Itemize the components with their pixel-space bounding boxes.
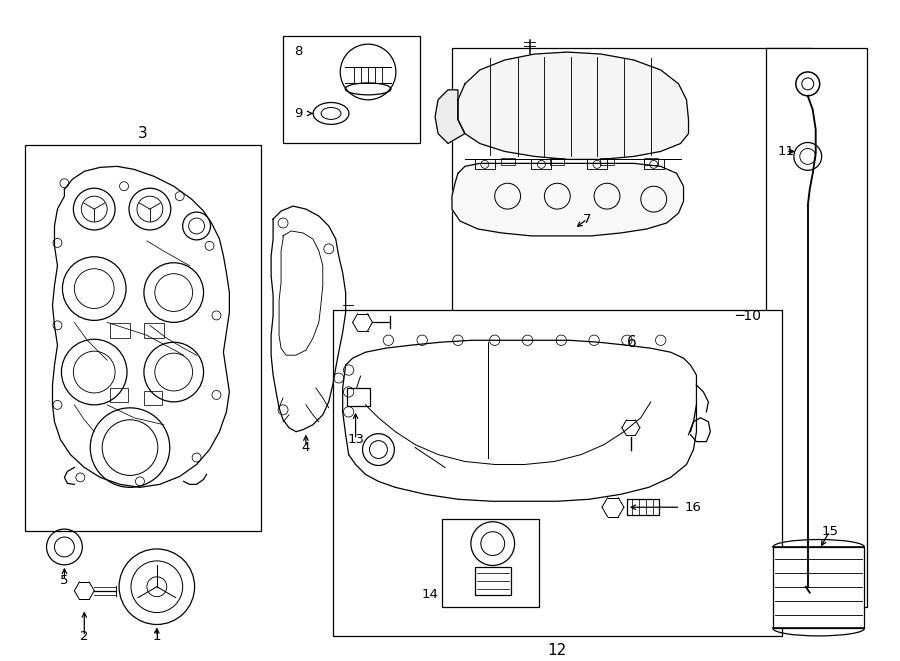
- Text: 14: 14: [422, 588, 438, 601]
- Text: 16: 16: [685, 501, 702, 514]
- Bar: [442, 519, 539, 607]
- Bar: [283, 36, 420, 143]
- Polygon shape: [452, 163, 683, 236]
- Text: 8: 8: [293, 44, 302, 58]
- Bar: [452, 48, 812, 329]
- Polygon shape: [458, 52, 688, 159]
- Bar: [773, 547, 864, 629]
- Text: 13: 13: [347, 433, 365, 446]
- Bar: [144, 391, 162, 405]
- Bar: [587, 159, 607, 169]
- Text: 7: 7: [583, 213, 591, 225]
- Text: 9: 9: [293, 107, 302, 120]
- Bar: [644, 159, 658, 165]
- Text: 2: 2: [80, 630, 88, 643]
- Bar: [333, 311, 782, 637]
- Bar: [644, 159, 663, 169]
- Bar: [24, 145, 261, 531]
- Text: 6: 6: [627, 334, 636, 350]
- Bar: [600, 159, 614, 165]
- Bar: [766, 48, 868, 607]
- Bar: [475, 567, 510, 595]
- Text: 5: 5: [60, 574, 68, 587]
- Bar: [551, 159, 564, 165]
- Bar: [346, 388, 371, 406]
- Bar: [500, 159, 515, 165]
- Text: 15: 15: [821, 525, 838, 537]
- Text: 4: 4: [302, 441, 310, 454]
- Bar: [532, 159, 552, 169]
- Text: 1: 1: [153, 630, 161, 643]
- Bar: [110, 323, 130, 338]
- Bar: [627, 499, 659, 515]
- Text: 11: 11: [778, 145, 795, 158]
- Bar: [144, 323, 164, 338]
- Text: 12: 12: [548, 642, 567, 658]
- Polygon shape: [435, 90, 465, 143]
- Text: 3: 3: [138, 126, 148, 141]
- Bar: [475, 159, 495, 169]
- Bar: [110, 388, 128, 402]
- Text: ─10: ─10: [735, 309, 761, 323]
